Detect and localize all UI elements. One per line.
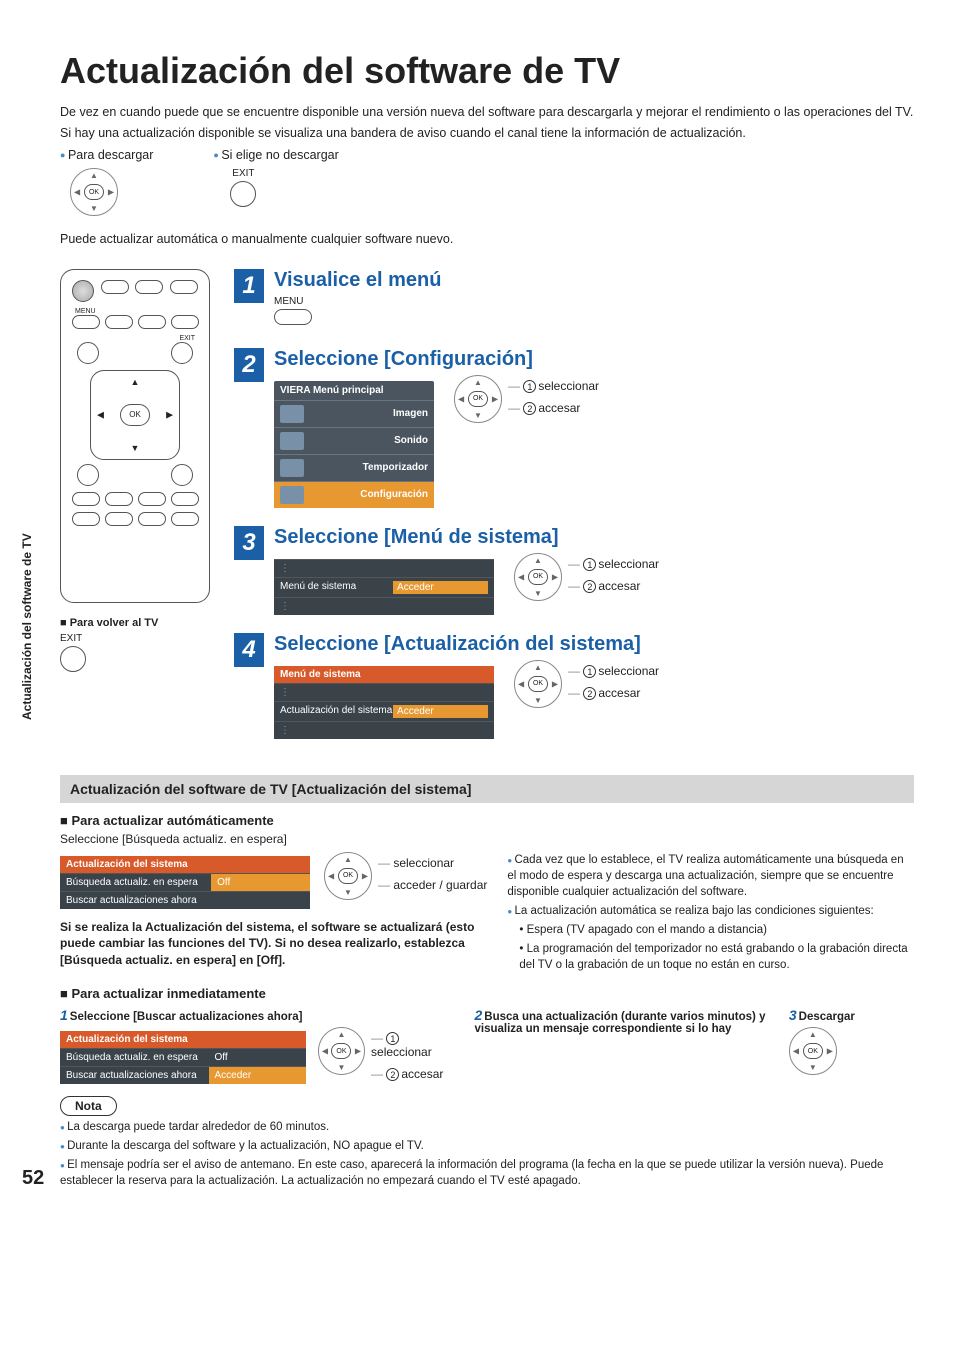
auto-heading: Para actualizar autómáticamente: [60, 813, 914, 828]
menu-button-icon: [274, 309, 312, 325]
main-menu-box: VIERA Menú principal Imagen Sonido Tempo…: [274, 381, 434, 508]
warning-text: Si se realiza la Actualización del siste…: [60, 919, 487, 969]
exit-button-icon: [230, 181, 256, 207]
section-bar: Actualización del software de TV [Actual…: [60, 775, 914, 803]
exit-button-icon: [60, 646, 86, 672]
auto-notes: Cada vez que lo establece, el TV realiza…: [507, 852, 914, 977]
page-number: 52: [22, 1167, 44, 1190]
intro-block: De vez en cuando puede que se encuentre …: [60, 104, 914, 249]
intro-p2: Si hay una actualización disponible se v…: [60, 125, 914, 143]
side-tab: Actualización del software de TV: [20, 533, 34, 720]
ok-pad-icon: OK▲▼◀▶: [324, 852, 372, 900]
ok-pad-icon: OK ▲▼ ◀▶: [70, 168, 118, 216]
ok-pad-icon: OK▲▼◀▶: [318, 1027, 365, 1075]
nota-list: La descarga puede tardar alrededor de 60…: [60, 1119, 914, 1189]
ok-pad-icon: OK▲▼◀▶: [789, 1027, 837, 1075]
auto-sub: Seleccione [Búsqueda actualiz. en espera…: [60, 832, 914, 846]
step-3: 3 Seleccione [Menú de sistema] ⋮ Menú de…: [234, 526, 914, 615]
intro-bullet-no-download: Si elige no descargar: [213, 148, 338, 162]
page-title: Actualización del software de TV: [60, 50, 914, 92]
immediate-heading: Para actualizar inmediatamente: [60, 986, 914, 1001]
system-menu-box: ⋮ Menú de sistemaAcceder ⋮: [274, 559, 494, 615]
immediate-table: Actualización del sistema Búsqueda actua…: [60, 1031, 306, 1084]
ok-pad-icon: OK▲▼◀▶: [514, 660, 562, 708]
intro-p1: De vez en cuando puede que se encuentre …: [60, 104, 914, 122]
system-update-box: Menú de sistema ⋮ Actualización del sist…: [274, 666, 494, 739]
intro-p3: Puede actualizar automática o manualment…: [60, 231, 914, 249]
step-2: 2 Seleccione [Configuración] VIERA Menú …: [234, 348, 914, 508]
remote-illustration: MENU EXIT OK ▲ ▼ ◀ ▶: [60, 269, 210, 603]
step-1: 1 Visualice el menú MENU: [234, 269, 914, 330]
step-4: 4 Seleccione [Actualización del sistema]…: [234, 633, 914, 739]
auto-table: Actualización del sistema Búsqueda actua…: [60, 856, 310, 909]
return-to-tv: Para volver al TV EXIT: [60, 617, 220, 675]
exit-label: EXIT: [223, 168, 263, 179]
intro-bullet-download: Para descargar: [60, 148, 153, 162]
ok-pad-icon: OK▲▼◀▶: [454, 375, 502, 423]
nota-label: Nota: [60, 1096, 117, 1116]
ok-pad-icon: OK▲▼◀▶: [514, 553, 562, 601]
